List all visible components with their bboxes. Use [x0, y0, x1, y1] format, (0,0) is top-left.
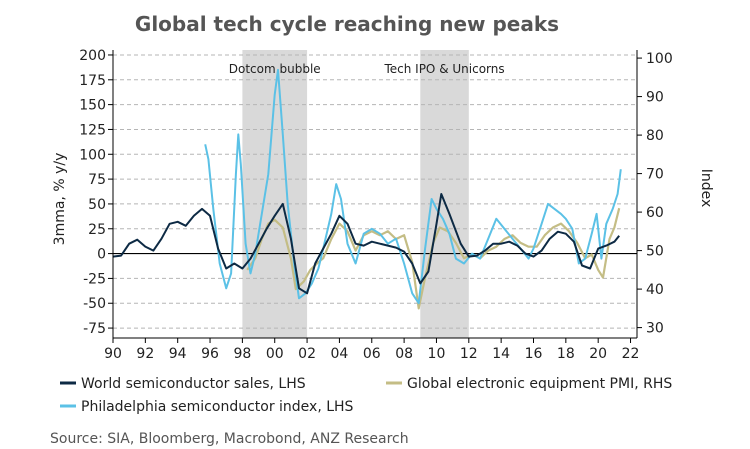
y-right-tick-label: 80 — [646, 128, 664, 144]
y-left-tick-label: 50 — [88, 197, 106, 213]
shaded-period-label-1: Tech IPO & Unicorns — [383, 62, 504, 76]
legend-label-0: World semiconductor sales, LHS — [81, 376, 306, 392]
y-left-tick-label: 200 — [79, 48, 106, 64]
y-left-tick-label: 150 — [79, 98, 106, 114]
tick-labels: 90 92 94 96 98 00 02 04 06 08 10 12 14 16 18 20 22 -75 -50… — [79, 48, 672, 362]
y-left-tick-label: -25 — [83, 271, 106, 287]
x-tick-label: 90 — [104, 346, 122, 362]
y-left-tick-label: 175 — [79, 73, 106, 89]
y-right-tick-label: 100 — [646, 51, 673, 67]
series-lines — [112, 68, 622, 310]
x-tick-label: 16 — [525, 346, 543, 362]
y-axis-left-title: 3mma, % y/y — [52, 153, 68, 246]
chart-title: Global tech cycle reaching new peaks — [135, 12, 559, 36]
y-left-tick-label: 0 — [97, 247, 106, 263]
legend-label-2: Philadelphia semiconductor index, LHS — [81, 399, 354, 415]
y-right-tick-label: 70 — [646, 167, 664, 183]
y-right-tick-label: 40 — [646, 282, 664, 298]
shaded-period-1 — [420, 50, 469, 338]
x-tick-label: 14 — [492, 346, 510, 362]
x-tick-label: 00 — [266, 346, 284, 362]
series-line-world-semiconductor-sales-lhs — [112, 193, 620, 295]
x-tick-label: 92 — [136, 346, 154, 362]
x-tick-label: 04 — [331, 346, 349, 362]
shaded-periods: Dotcom bubble Tech IPO & Unicorns — [229, 50, 505, 338]
y-left-tick-label: 75 — [88, 172, 106, 188]
x-tick-label: 18 — [557, 346, 575, 362]
x-tick-label: 06 — [363, 346, 381, 362]
y-left-tick-label: 100 — [79, 147, 106, 163]
x-tick-label: 96 — [201, 346, 219, 362]
x-tick-label: 94 — [169, 346, 187, 362]
y-left-tick-label: -50 — [83, 296, 106, 312]
legend: World semiconductor sales, LHS Global ele… — [60, 376, 672, 415]
grid-lines — [113, 54, 637, 329]
y-right-tick-label: 50 — [646, 244, 664, 260]
y-right-tick-label: 60 — [646, 205, 664, 221]
x-tick-label: 08 — [395, 346, 413, 362]
axes — [112, 50, 638, 339]
shaded-period-label-0: Dotcom bubble — [229, 62, 321, 76]
y-right-tick-label: 90 — [646, 90, 664, 106]
x-tick-label: 12 — [460, 346, 478, 362]
x-tick-label: 22 — [622, 346, 640, 362]
y-left-tick-label: 125 — [79, 122, 106, 138]
x-tick-label: 20 — [589, 346, 607, 362]
x-tick-label: 02 — [298, 346, 316, 362]
x-tick-label: 10 — [428, 346, 446, 362]
source-note: Source: SIA, Bloomberg, Macrobond, ANZ R… — [50, 431, 409, 447]
y-axis-right-title: Index — [698, 169, 714, 208]
x-tick-label: 98 — [233, 346, 251, 362]
y-left-tick-label: 25 — [88, 222, 106, 238]
y-left-tick-label: -75 — [83, 321, 106, 337]
y-right-tick-label: 30 — [646, 321, 664, 337]
legend-label-1: Global electronic equipment PMI, RHS — [407, 376, 672, 392]
